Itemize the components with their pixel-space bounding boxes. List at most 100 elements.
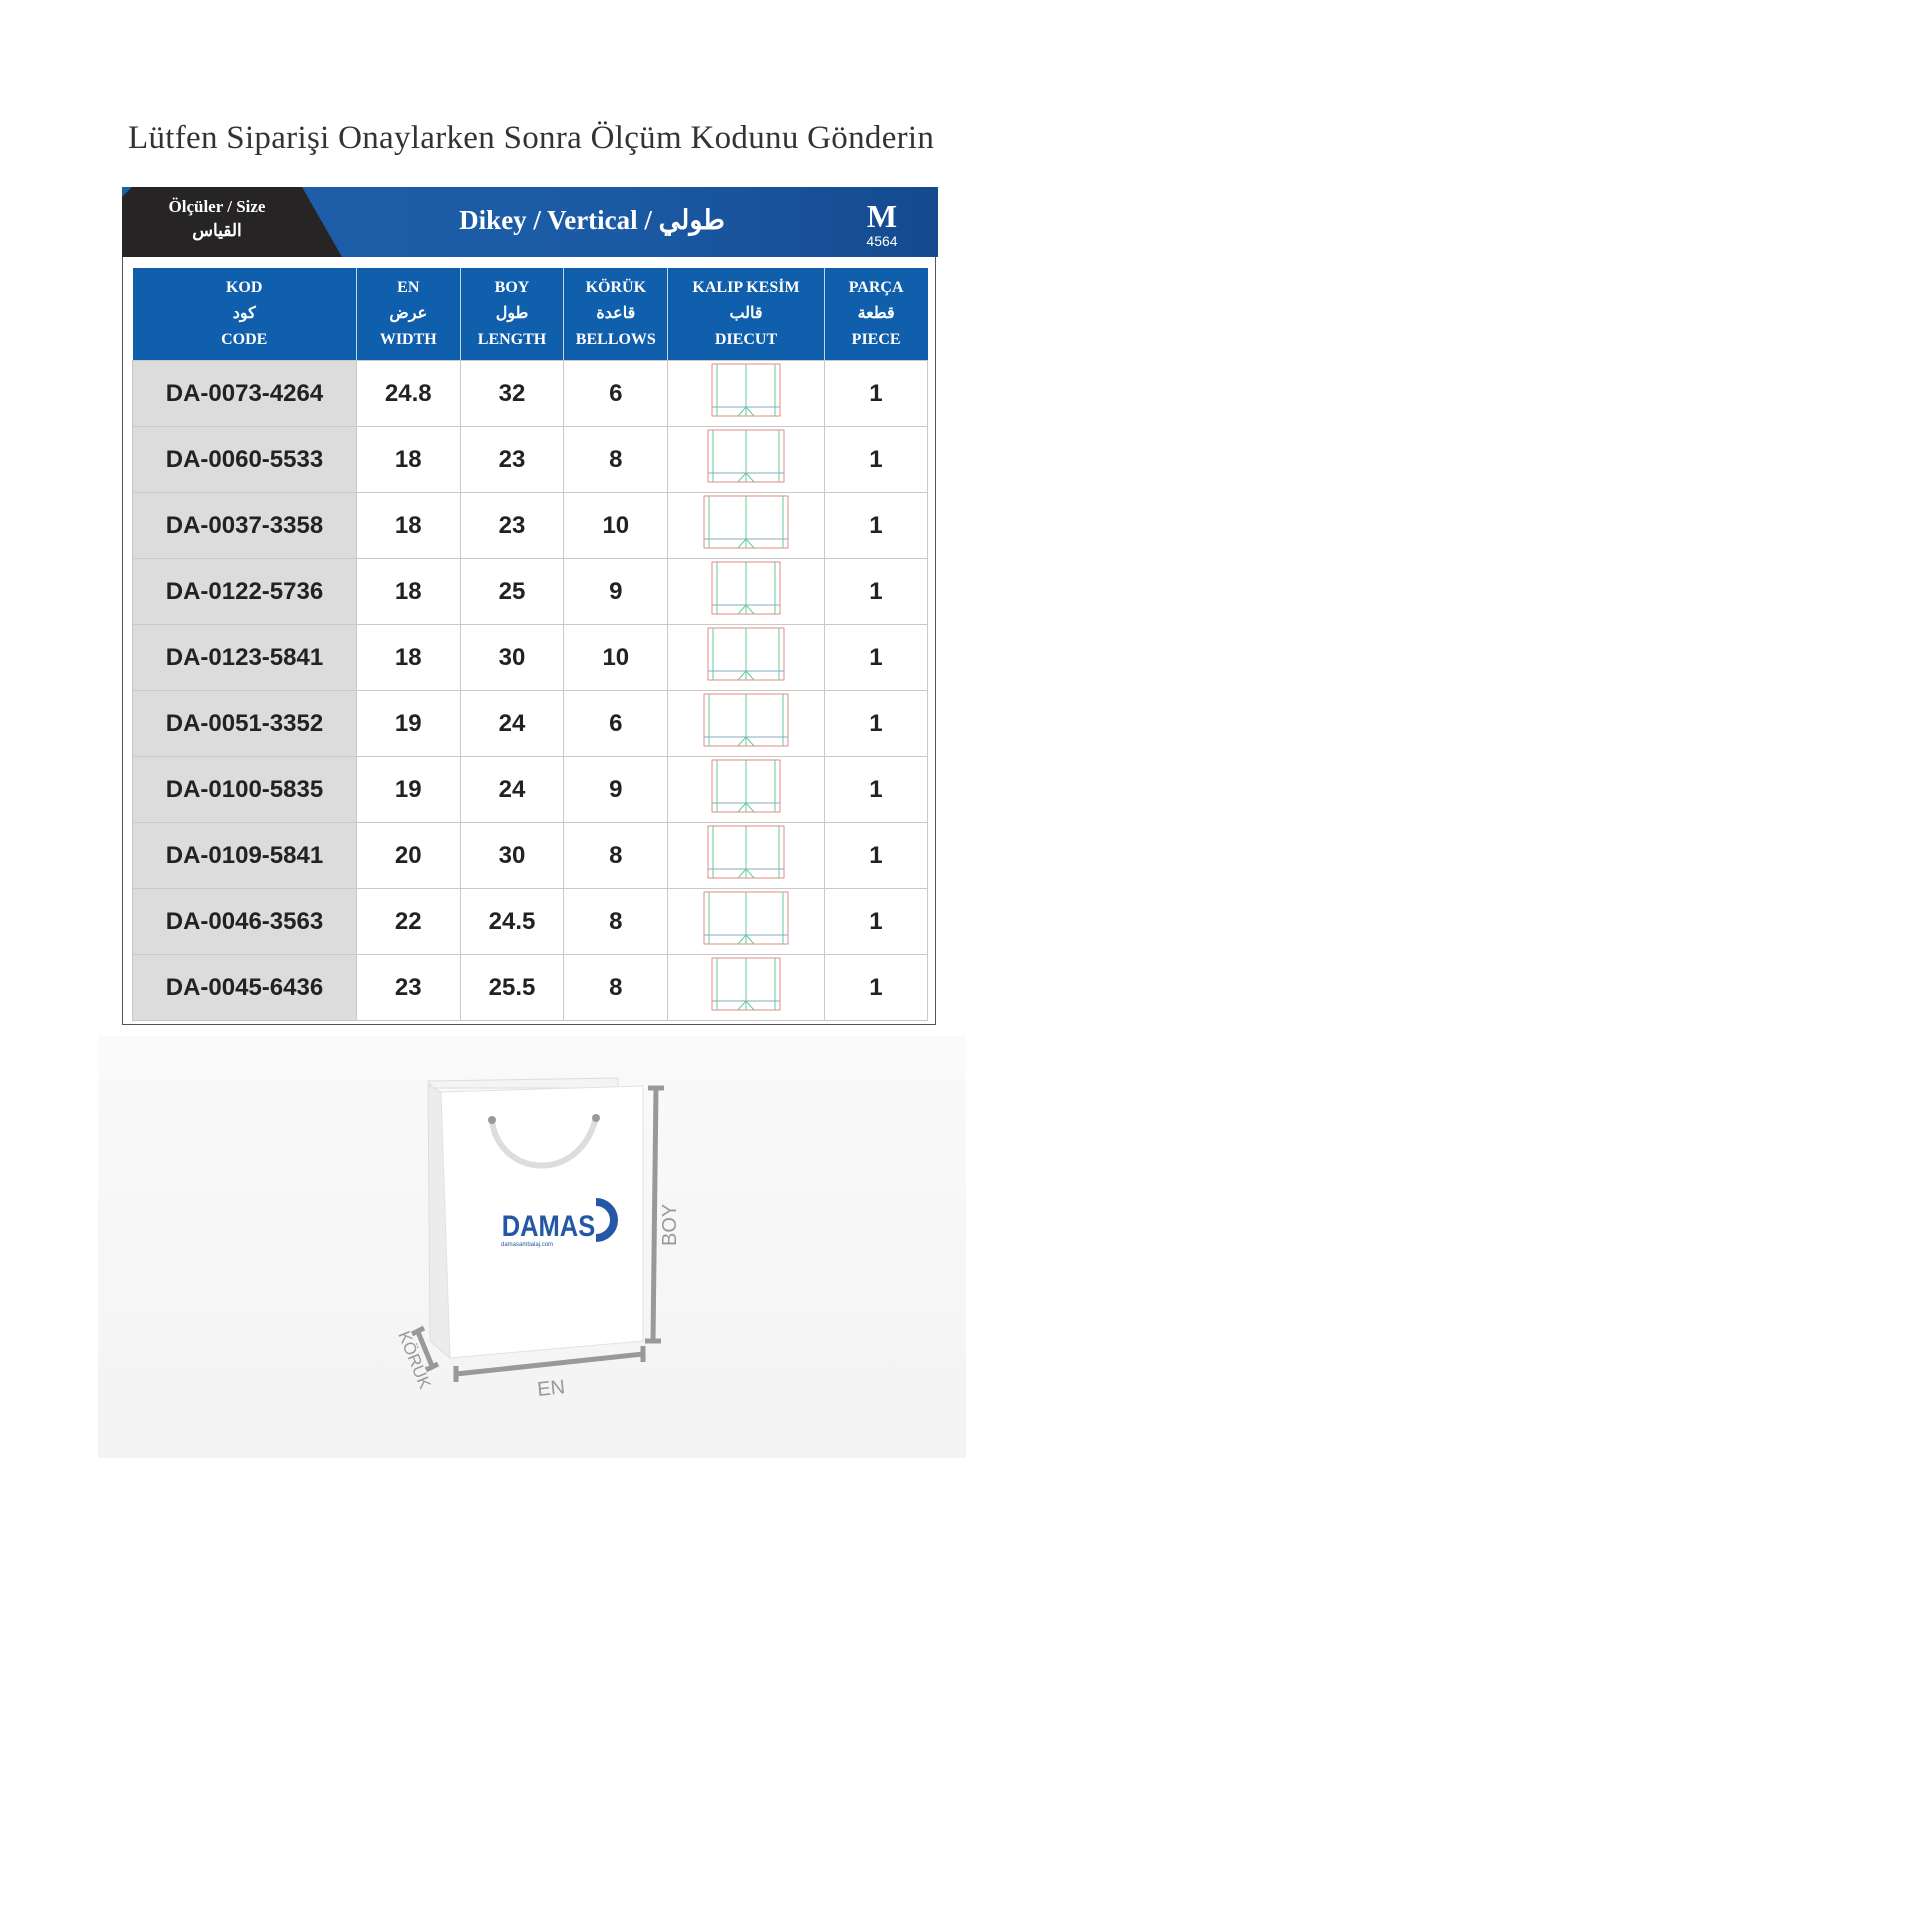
column-header-en: BELLOWS: [575, 331, 656, 348]
column-header-ar: قالب: [729, 305, 763, 322]
piece-cell: 1: [823, 690, 929, 757]
length-cell: 23: [459, 426, 565, 493]
column-header: KALIP KESİM قالب DIECUT: [667, 268, 825, 361]
diecut-cell: [667, 822, 825, 889]
code-cell: DA-0060-5533: [132, 426, 357, 493]
column-header-en: WIDTH: [379, 331, 437, 348]
diecut-cell: [667, 690, 825, 757]
piece-cell: 1: [823, 426, 929, 493]
bellows-cell: 10: [563, 492, 669, 559]
piece-cell: 1: [823, 888, 929, 955]
width-cell: 18: [355, 426, 461, 493]
column-header-ar: قاعدة: [596, 305, 636, 322]
size-label-tab: [122, 187, 342, 257]
table-row: DA-0073-4264 24.8 32 6 1: [132, 360, 929, 427]
piece-cell: 1: [823, 756, 929, 823]
diecut-cell: [667, 426, 825, 493]
width-cell: 18: [355, 558, 461, 625]
width-cell: 19: [355, 690, 461, 757]
diecut-thumbnail: [711, 957, 781, 1011]
code-cell: DA-0123-5841: [132, 624, 357, 691]
bellows-cell: 8: [563, 888, 669, 955]
piece-cell: 1: [823, 360, 929, 427]
size-label-text: Ölçüler / Size: [168, 197, 266, 216]
width-cell: 18: [355, 492, 461, 559]
logo-d-icon: [595, 1198, 618, 1242]
table-row: DA-0037-3358 18 23 10 1: [132, 492, 929, 559]
size-table: KOD كود CODE EN عرض WIDTH BOY طول LENGTH KÖRÜK قاع…: [132, 268, 929, 1021]
table-frame: [122, 187, 936, 1025]
diecut-thumbnail: [711, 561, 781, 615]
length-cell: 25.5: [459, 954, 565, 1021]
column-header-tr: KOD: [225, 279, 263, 296]
column-header-ar: طول: [495, 305, 529, 322]
width-cell: 18: [355, 624, 461, 691]
table-row: DA-0045-6436 23 25.5 8 1: [132, 954, 929, 1021]
table-row: DA-0123-5841 18 30 10 1: [132, 624, 929, 691]
bellows-cell: 6: [563, 360, 669, 427]
size-label-ar: القياس: [192, 221, 242, 240]
column-header-en: CODE: [221, 331, 268, 348]
width-cell: 23: [355, 954, 461, 1021]
column-header-tr: KALIP KESİM: [692, 279, 800, 296]
label-en: EN: [536, 1376, 566, 1401]
piece-cell: 1: [823, 954, 929, 1021]
diecut-thumbnail: [703, 495, 789, 549]
column-header: PARÇA قطعة PIECE: [824, 268, 928, 361]
label-boy: BOY: [659, 1204, 681, 1246]
column-header: KÖRÜK قاعدة BELLOWS: [563, 268, 669, 361]
diecut-thumbnail: [703, 693, 789, 747]
diecut-thumbnail: [703, 891, 789, 945]
bellows-cell: 8: [563, 822, 669, 889]
piece-cell: 1: [823, 492, 929, 559]
width-cell: 22: [355, 888, 461, 955]
diecut-thumbnail: [707, 825, 785, 879]
diecut-cell: [667, 888, 825, 955]
column-header-en: PIECE: [851, 331, 901, 348]
length-cell: 25: [459, 558, 565, 625]
code-cell: DA-0045-6436: [132, 954, 357, 1021]
diecut-cell: [667, 492, 825, 559]
column-header-tr: PARÇA: [848, 279, 904, 296]
table-row: DA-0109-5841 20 30 8 1: [132, 822, 929, 889]
diecut-thumbnail: [711, 759, 781, 813]
bag-handle: [489, 1117, 599, 1169]
size-header-band: Ölçüler / Size القياس Dikey / Vertical /…: [122, 187, 938, 257]
length-cell: 24.5: [459, 888, 565, 955]
bellows-cell: 9: [563, 756, 669, 823]
bellows-cell: 8: [563, 954, 669, 1021]
diecut-cell: [667, 558, 825, 625]
diecut-cell: [667, 756, 825, 823]
logo-sub: damasambalaj.com: [501, 1242, 553, 1248]
column-header: EN عرض WIDTH: [356, 268, 461, 361]
piece-cell: 1: [823, 624, 929, 691]
piece-cell: 1: [823, 558, 929, 625]
table-row: DA-0046-3563 22 24.5 8 1: [132, 888, 929, 955]
column-header-tr: BOY: [494, 279, 530, 296]
length-cell: 30: [459, 822, 565, 889]
size-number: 4564: [866, 233, 898, 249]
code-cell: DA-0046-3563: [132, 888, 357, 955]
width-cell: 20: [355, 822, 461, 889]
diecut-thumbnail: [711, 363, 781, 417]
table-row: DA-0122-5736 18 25 9 1: [132, 558, 929, 625]
bellows-cell: 6: [563, 690, 669, 757]
size-code: M: [866, 198, 898, 234]
code-cell: DA-0037-3358: [132, 492, 357, 559]
size-label: Ölçüler / Size القياس: [122, 195, 312, 243]
length-cell: 24: [459, 690, 565, 757]
width-cell: 24.8: [355, 360, 461, 427]
code-cell: DA-0073-4264: [132, 360, 357, 427]
page-title: Lütfen Siparişi Onaylarken Sonra Ölçüm K…: [128, 120, 935, 156]
table-row: DA-0051-3352 19 24 6 1: [132, 690, 929, 757]
column-header-ar: كود: [232, 305, 256, 322]
orientation-label: Dikey / Vertical / طولي: [459, 205, 725, 235]
code-cell: DA-0051-3352: [132, 690, 357, 757]
length-cell: 30: [459, 624, 565, 691]
table-row: DA-0100-5835 19 24 9 1: [132, 756, 929, 823]
bellows-cell: 9: [563, 558, 669, 625]
diecut-thumbnail: [707, 429, 785, 483]
column-header-en: DIECUT: [714, 331, 778, 348]
length-cell: 23: [459, 492, 565, 559]
